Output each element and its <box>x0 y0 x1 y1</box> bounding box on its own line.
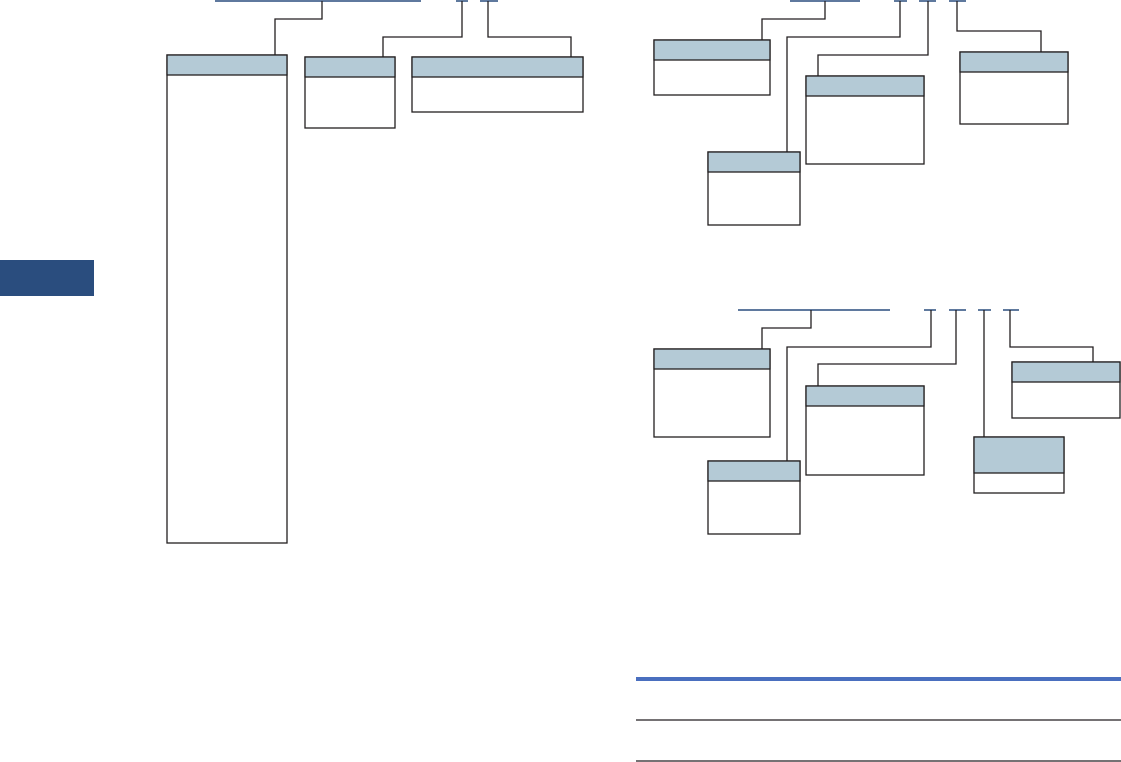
field-box-header <box>653 348 771 370</box>
connector <box>956 1 1042 52</box>
connector <box>786 1 901 152</box>
connector <box>761 310 812 349</box>
diagram-right-top <box>653 0 1069 226</box>
side-section-tab <box>0 260 94 296</box>
field-box-header <box>973 436 1065 474</box>
field-box-header <box>166 54 288 76</box>
field-box-header <box>304 56 396 78</box>
field-box-header <box>959 51 1069 73</box>
field-box <box>166 54 288 544</box>
field-box-header <box>707 460 801 482</box>
field-box-header <box>805 75 925 97</box>
field-box-header <box>653 39 771 61</box>
connector <box>761 1 826 40</box>
connector <box>274 1 323 55</box>
field-box-header <box>411 56 584 78</box>
connector <box>382 1 463 57</box>
connector <box>1009 310 1094 362</box>
table-rules <box>636 677 1121 762</box>
table-top-rule <box>636 677 1121 681</box>
field-box-header <box>805 385 925 407</box>
connector <box>487 1 572 57</box>
connector <box>786 310 932 461</box>
connector <box>817 1 929 76</box>
connector <box>817 310 957 386</box>
field-box-header <box>707 151 801 173</box>
diagram-right-bottom <box>653 309 1121 535</box>
field-box-header <box>1011 361 1121 383</box>
diagram-left <box>166 0 584 544</box>
